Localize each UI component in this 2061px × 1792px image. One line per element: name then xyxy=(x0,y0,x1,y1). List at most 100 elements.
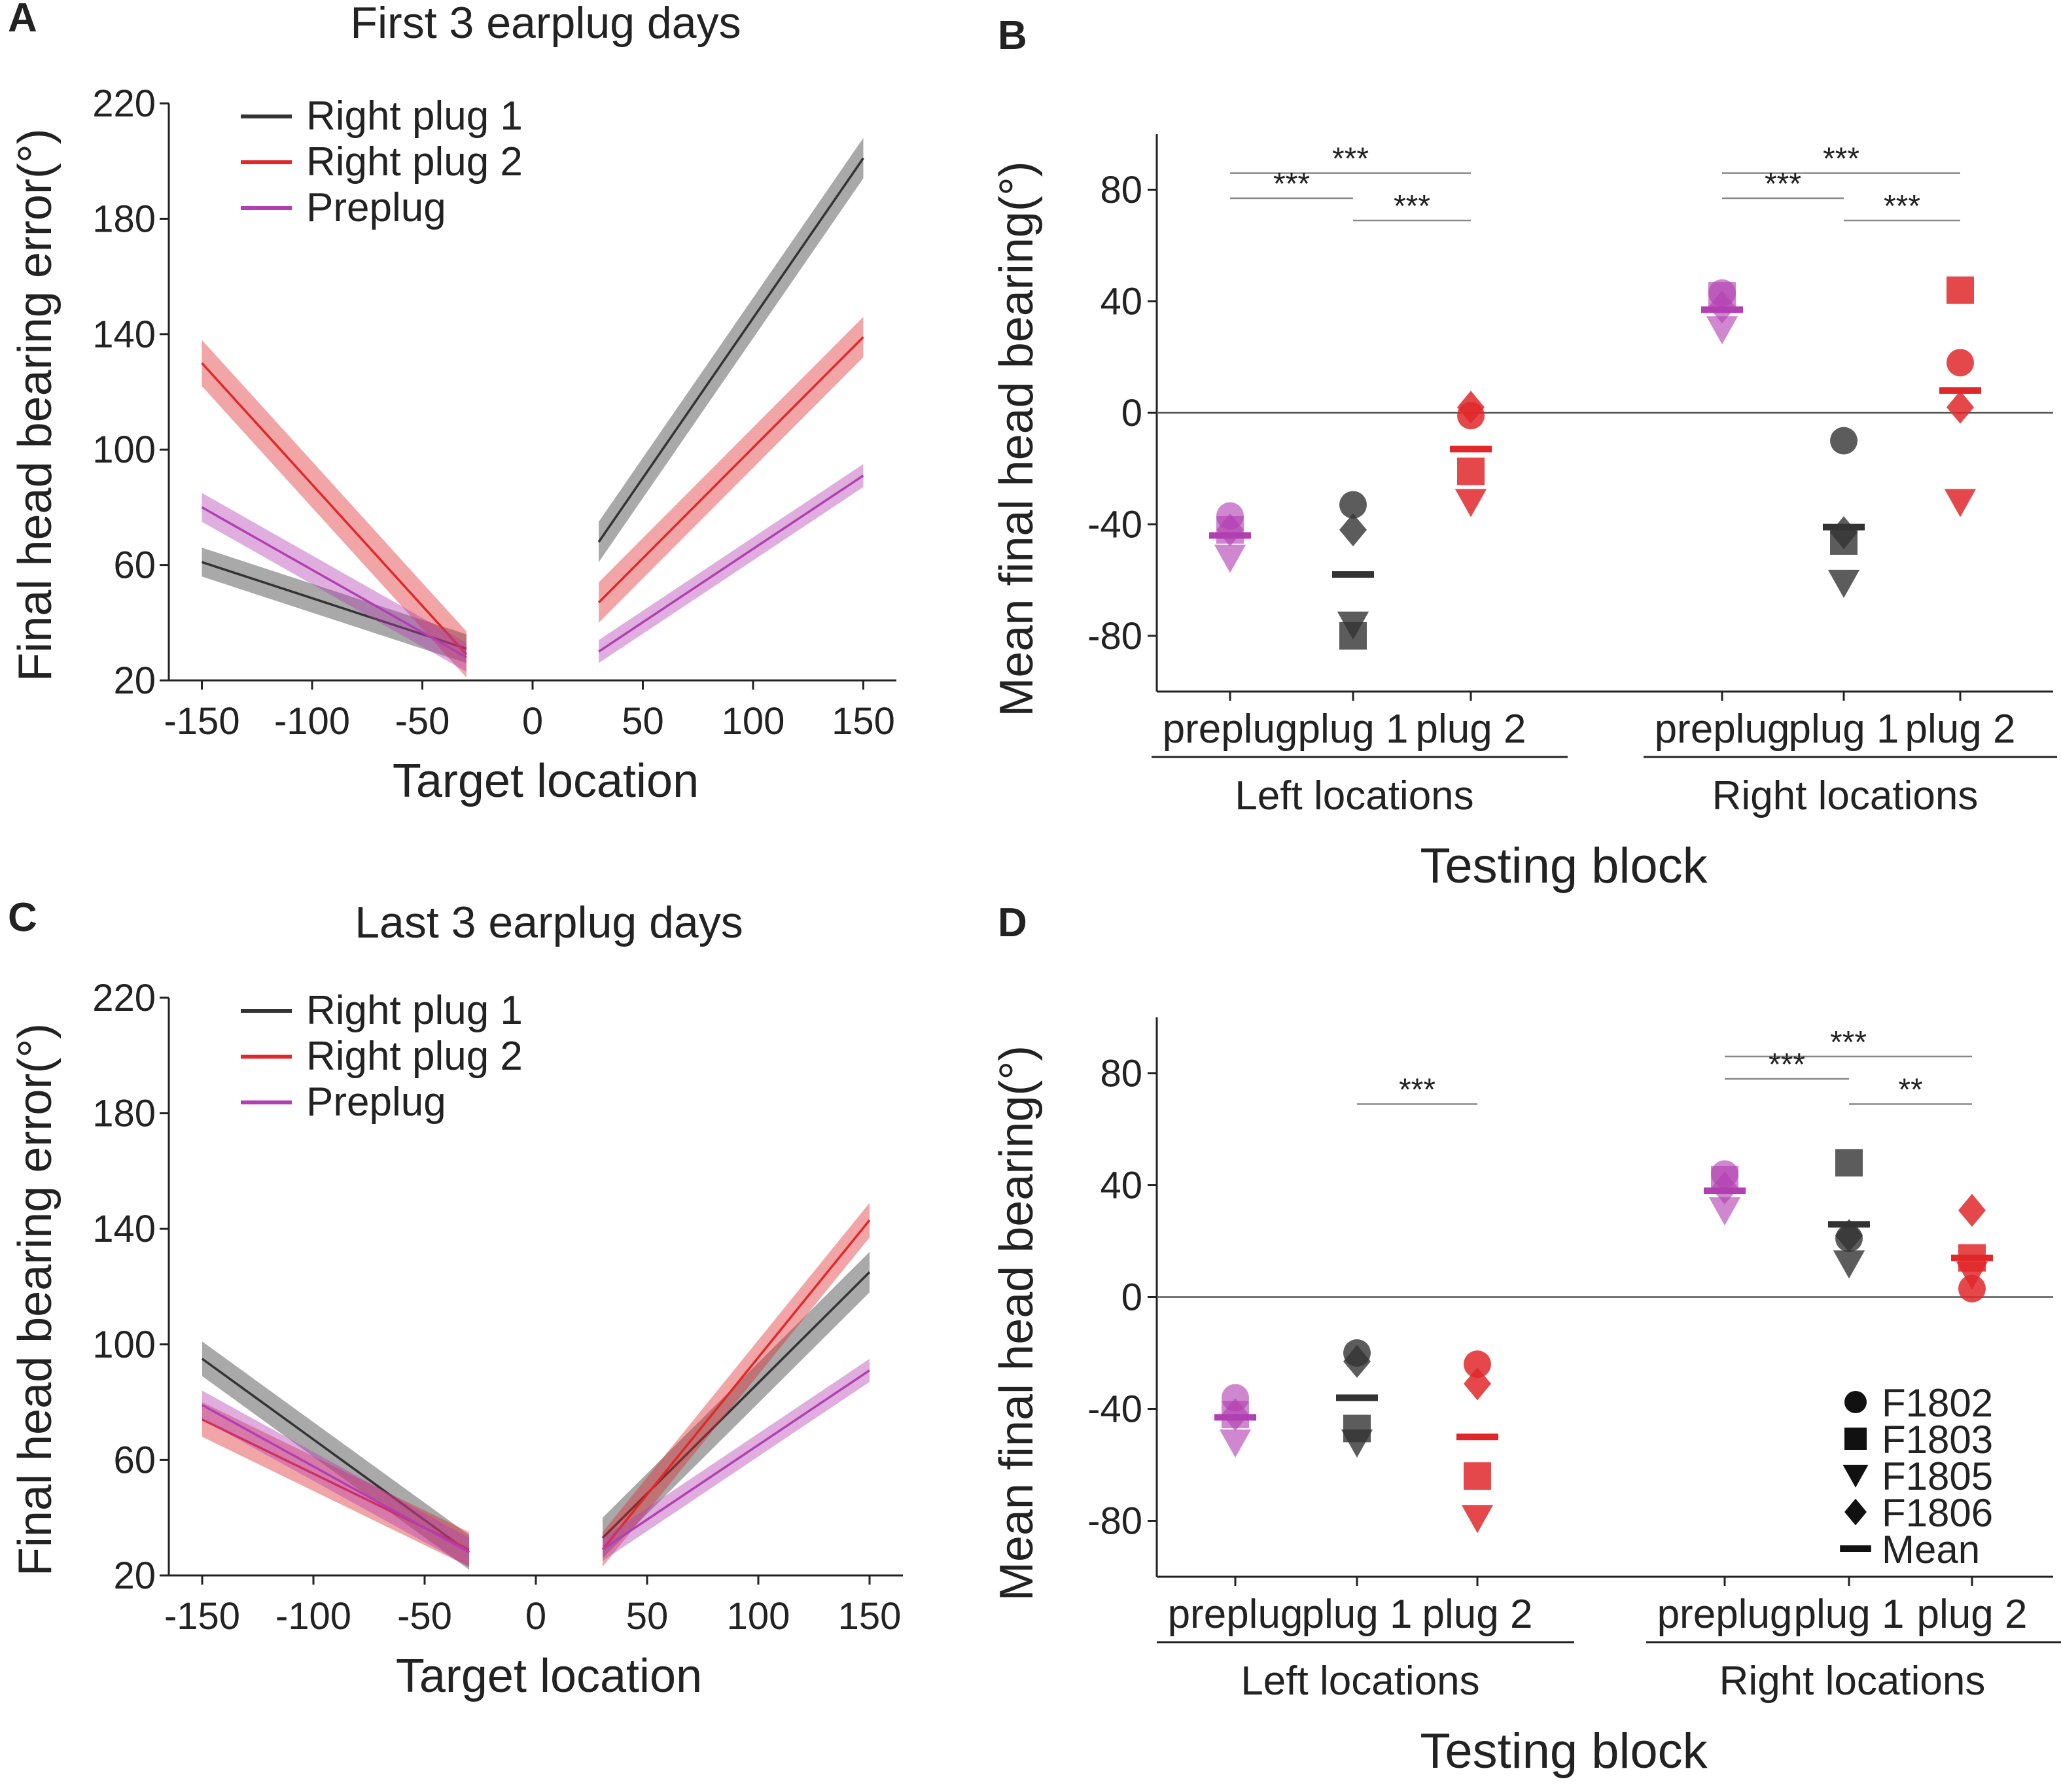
y-tick-label: -80 xyxy=(1087,615,1142,658)
significance-label: *** xyxy=(1823,142,1859,177)
y-tick-label: 20 xyxy=(113,1555,156,1597)
marker-circle xyxy=(1339,491,1367,519)
mean-bar xyxy=(1939,387,1981,394)
marker-circle xyxy=(1835,1224,1863,1252)
y-tick-label: 220 xyxy=(92,977,156,1019)
x-tick-label: 100 xyxy=(727,1595,790,1638)
y-tick-label: 220 xyxy=(92,82,156,125)
y-axis-label: Final head bearing error(°) xyxy=(9,1023,62,1576)
marker-triangle xyxy=(1833,1250,1865,1279)
marker-triangle xyxy=(1214,544,1246,573)
x-tick-label: -50 xyxy=(397,1595,452,1638)
mean-bar xyxy=(1209,532,1251,539)
panel-label: A xyxy=(8,0,37,41)
legend-label: F1803 xyxy=(1882,1418,1993,1462)
marker-circle xyxy=(1464,1350,1491,1379)
y-tick-label: -40 xyxy=(1087,1388,1142,1431)
y-tick-label: 60 xyxy=(113,1439,156,1481)
x-tick-label: 50 xyxy=(626,1595,669,1638)
marker-square xyxy=(1464,1462,1491,1490)
x-tick-label: 150 xyxy=(838,1595,902,1638)
significance-label: ** xyxy=(1898,1073,1922,1108)
panel-C: 20 60 100 140 180 220 -150 -100 -50 0 50 100 150 C Las… xyxy=(8,895,903,1702)
marker-circle xyxy=(1946,349,1974,377)
legend-label: F1806 xyxy=(1882,1491,1993,1535)
x-tick-label: -50 xyxy=(395,700,450,743)
series-line xyxy=(201,362,468,656)
x-tick-label: 0 xyxy=(522,700,543,743)
y-tick-label: 100 xyxy=(92,1324,156,1366)
category-label: preplug xyxy=(1163,707,1298,752)
significance-label: *** xyxy=(1830,1025,1867,1060)
x-tick-label: -100 xyxy=(275,1595,351,1638)
marker-circle xyxy=(1457,402,1485,430)
legend-label: F1802 xyxy=(1882,1381,1993,1425)
marker-square xyxy=(1946,276,1974,304)
marker-triangle xyxy=(1454,489,1487,518)
marker-square xyxy=(1844,1428,1867,1450)
y-tick-label: 40 xyxy=(1100,1165,1142,1207)
mean-bar xyxy=(1704,1187,1746,1195)
legend-label: Right plug 2 xyxy=(306,1034,523,1079)
x-axis-label: Testing block xyxy=(1420,1723,1708,1779)
marker-circle xyxy=(1222,1384,1249,1412)
category-label: plug 1 xyxy=(1789,707,1899,752)
marker-triangle xyxy=(1842,1464,1869,1488)
y-tick-label: 180 xyxy=(92,198,156,240)
marker-circle xyxy=(1343,1339,1371,1367)
marker-triangle xyxy=(1827,569,1860,598)
x-axis-label: Testing block xyxy=(1420,838,1708,894)
y-axis-label: Final head bearing error(°) xyxy=(9,128,62,681)
marker-triangle xyxy=(1708,1197,1741,1226)
legend-label: Preplug xyxy=(306,185,446,230)
x-tick-label: 150 xyxy=(832,700,895,743)
series-line xyxy=(597,157,864,543)
marker-square xyxy=(1457,457,1485,485)
marker-dash xyxy=(1840,1545,1871,1552)
marker-triangle xyxy=(1219,1429,1252,1458)
category-label: plug 1 xyxy=(1794,1592,1905,1637)
group-label: Right locations xyxy=(1712,773,1979,818)
marker-circle xyxy=(1844,1391,1867,1413)
x-axis-label: Target location xyxy=(393,755,699,807)
marker-circle xyxy=(1830,427,1858,455)
mean-bar xyxy=(1951,1254,1993,1261)
legend-label: F1805 xyxy=(1882,1454,1993,1498)
panel-label: B xyxy=(998,13,1027,58)
series-line xyxy=(601,1219,871,1551)
y-tick-label: 40 xyxy=(1100,281,1142,323)
y-tick-label: 140 xyxy=(92,313,156,356)
legend-label: Mean xyxy=(1882,1528,1980,1572)
legend-label: Right plug 1 xyxy=(306,988,523,1033)
y-tick-label: 60 xyxy=(113,544,156,587)
legend-label: Preplug xyxy=(306,1080,446,1125)
series-line xyxy=(202,1403,470,1554)
category-label: plug 1 xyxy=(1298,707,1409,752)
category-label: preplug xyxy=(1657,1592,1793,1637)
significance-label: *** xyxy=(1884,189,1920,224)
y-axis-label: Mean final head bearing(°) xyxy=(991,1045,1043,1601)
y-tick-label: 140 xyxy=(92,1208,156,1250)
x-tick-label: -100 xyxy=(274,700,350,743)
mean-bar xyxy=(1823,523,1865,531)
marker-diamond xyxy=(1844,1498,1867,1526)
marker-triangle xyxy=(1461,1505,1494,1534)
y-axis-label: Mean final head bearing(°) xyxy=(991,161,1043,716)
x-tick-label: 50 xyxy=(622,700,664,743)
marker-circle xyxy=(1708,279,1736,307)
marker-circle xyxy=(1711,1160,1738,1188)
marker-triangle xyxy=(1341,1429,1373,1458)
x-tick-label: -150 xyxy=(164,1595,240,1638)
x-axis-label: Target location xyxy=(396,1650,702,1702)
marker-square xyxy=(1835,1149,1863,1177)
group-label: Left locations xyxy=(1241,1659,1479,1704)
y-tick-label: 80 xyxy=(1100,1053,1142,1095)
marker-circle xyxy=(1958,1274,1986,1303)
significance-label: *** xyxy=(1769,1047,1805,1082)
series-line xyxy=(201,506,467,659)
y-tick-label: 0 xyxy=(1121,1276,1142,1319)
significance-label: *** xyxy=(1273,167,1310,202)
y-tick-label: -80 xyxy=(1087,1500,1142,1543)
y-tick-label: 0 xyxy=(1121,392,1142,434)
